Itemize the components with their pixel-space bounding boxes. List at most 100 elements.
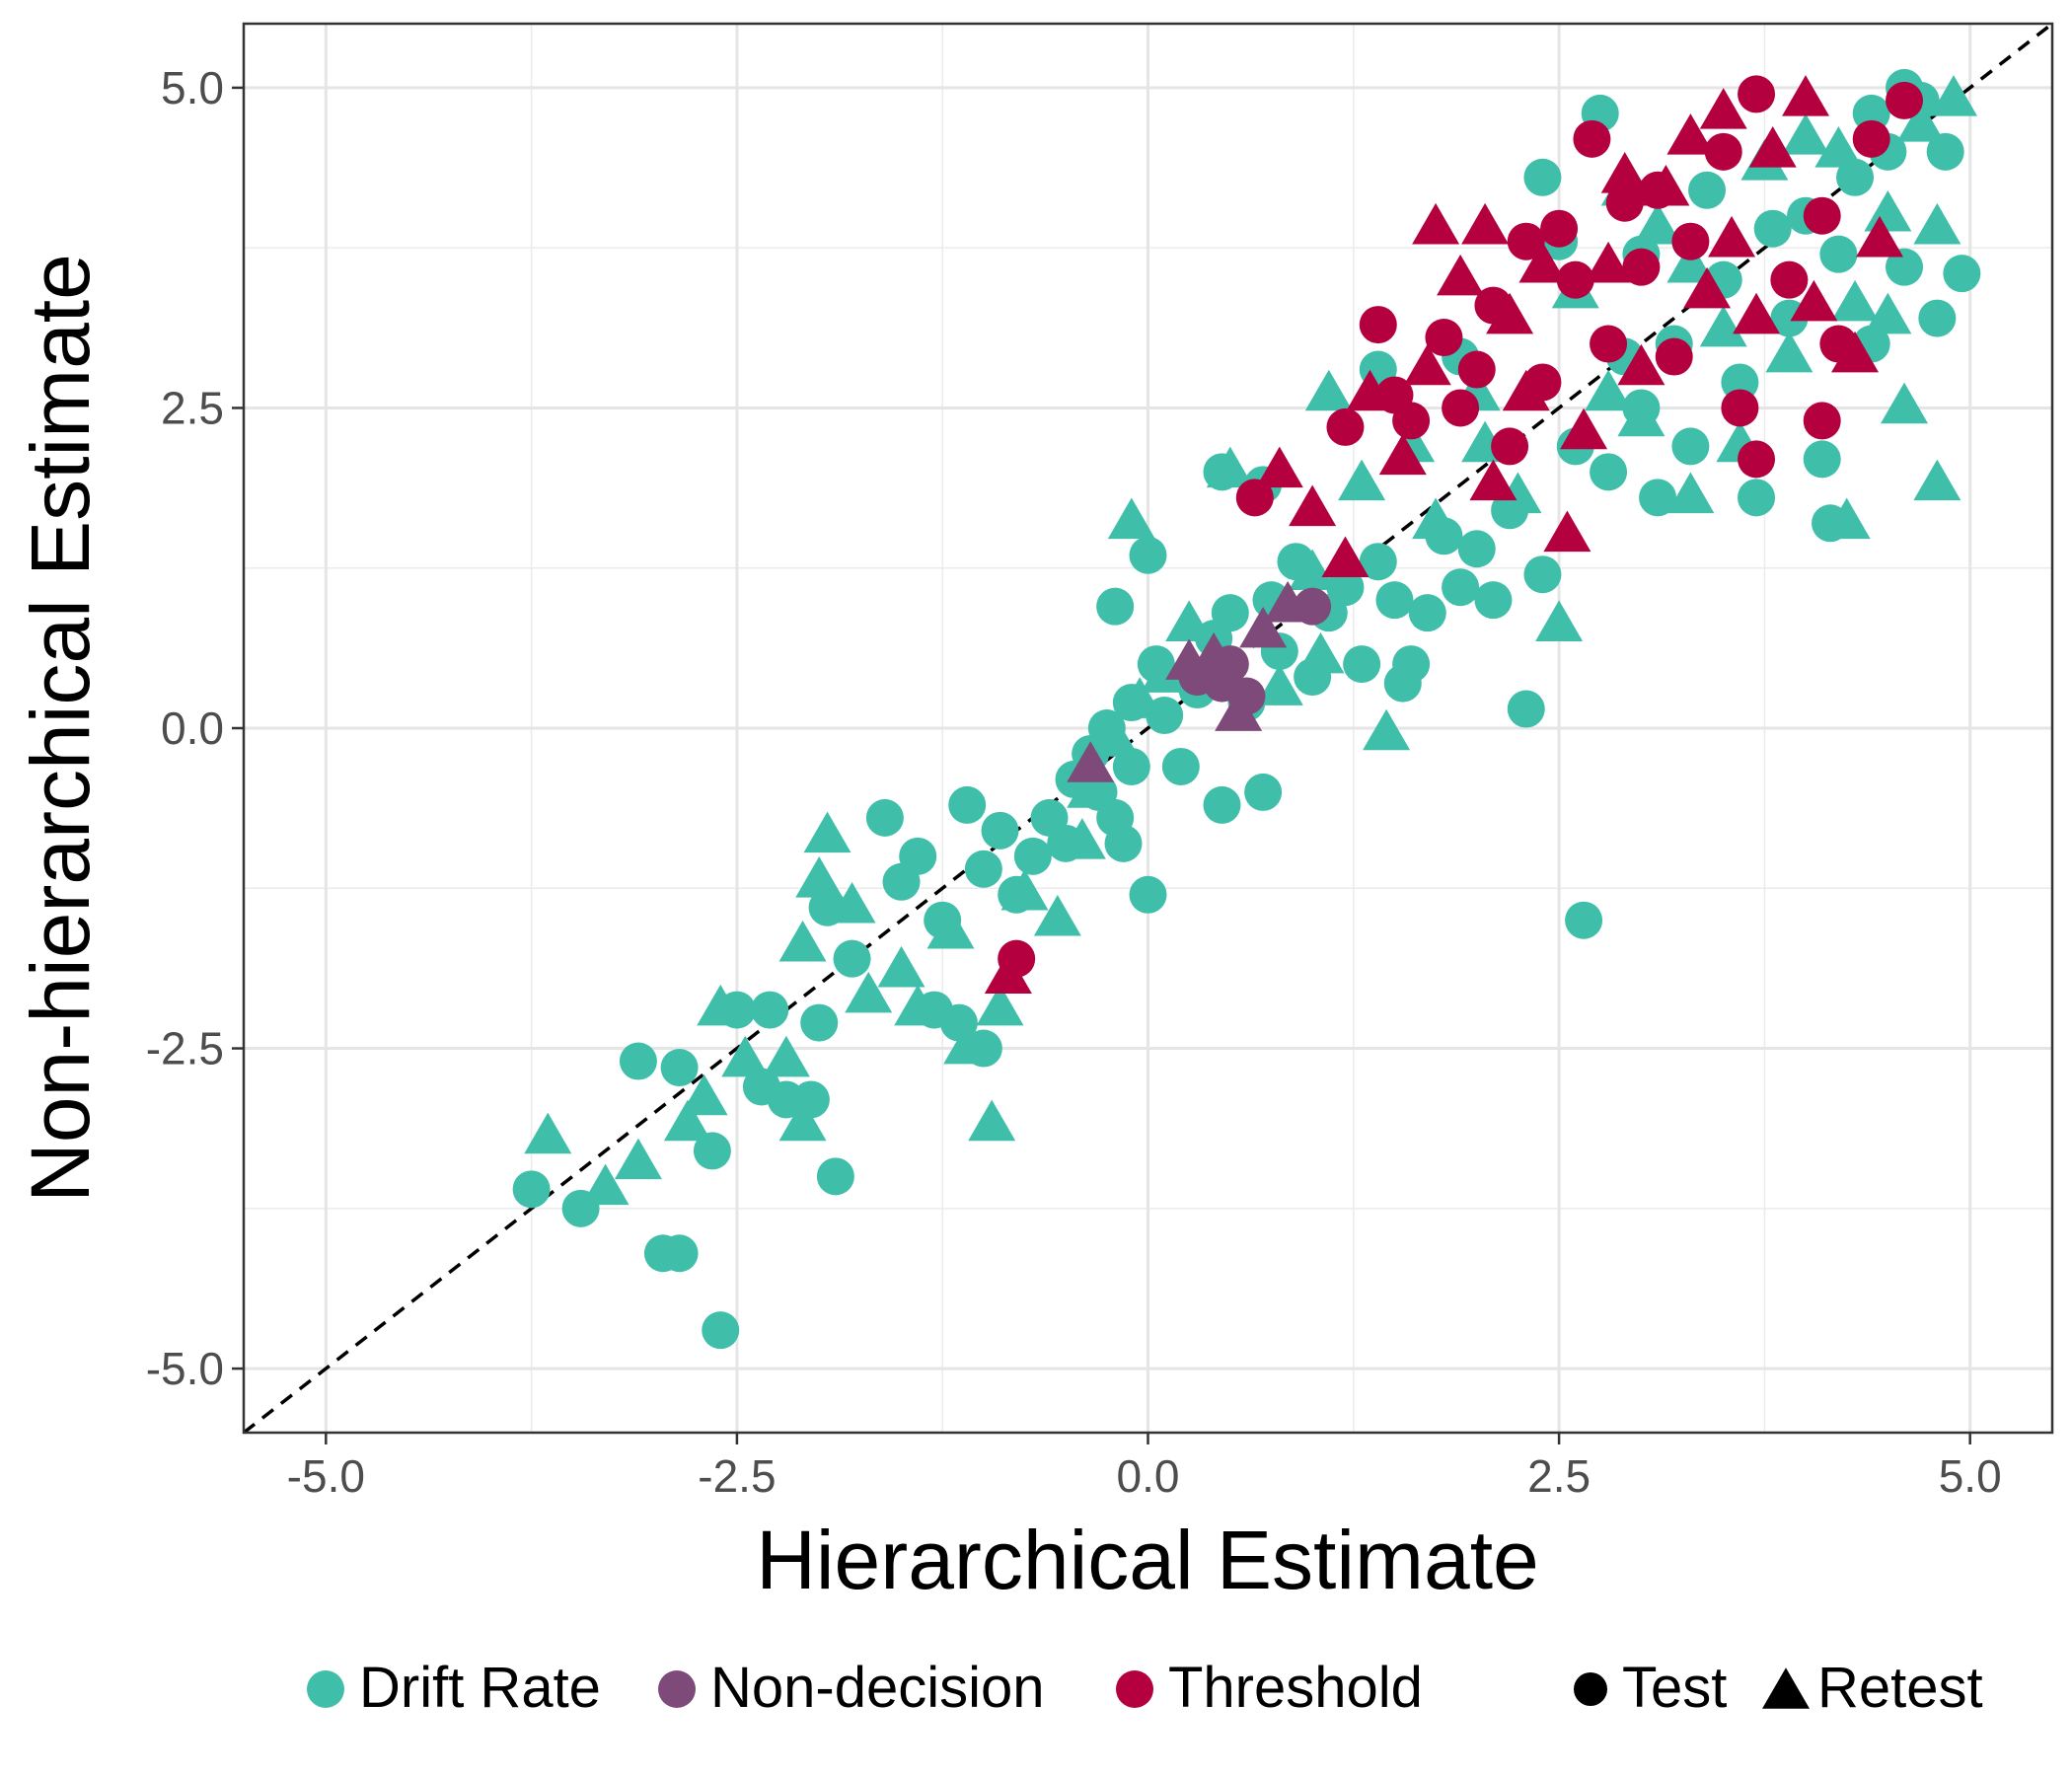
data-point — [1856, 215, 1904, 258]
data-point — [1239, 606, 1288, 648]
data-point — [1600, 152, 1649, 193]
data-point — [1523, 158, 1562, 196]
data-point — [968, 1099, 1016, 1142]
data-point — [1535, 600, 1584, 641]
data-point — [1642, 164, 1690, 206]
data-point — [845, 971, 893, 1013]
data-point — [1033, 894, 1081, 936]
data-point — [778, 1099, 827, 1142]
data-point — [1560, 407, 1608, 450]
data-point — [1058, 818, 1106, 859]
data-point — [1507, 222, 1545, 260]
data-point — [1264, 580, 1312, 623]
data-point — [1733, 292, 1781, 334]
data-point — [1359, 306, 1397, 344]
data-point — [1392, 402, 1431, 440]
data-point — [899, 837, 937, 875]
data-point — [1634, 202, 1682, 245]
data-point — [981, 811, 1019, 850]
data-point — [619, 1042, 657, 1080]
data-point — [1013, 837, 1052, 875]
data-point — [1852, 94, 1890, 132]
data-point — [1425, 319, 1463, 357]
data-point — [1671, 427, 1710, 466]
data-point — [1688, 171, 1727, 209]
data-point — [1289, 484, 1337, 527]
data-point — [833, 939, 871, 978]
data-point — [1346, 369, 1394, 411]
data-point — [1203, 785, 1241, 824]
data-point — [1573, 119, 1611, 158]
data-point — [1943, 255, 1981, 293]
legend-label: Non-decision — [710, 1656, 1045, 1720]
data-point — [1913, 202, 1961, 245]
data-point — [1864, 189, 1912, 232]
data-point — [1770, 260, 1809, 299]
data-point — [1803, 196, 1841, 235]
data-point — [1708, 215, 1756, 258]
legend-label: Test — [1622, 1656, 1727, 1720]
data-point — [1699, 88, 1747, 129]
data-point — [1507, 690, 1545, 728]
data-point — [1617, 343, 1665, 386]
data-point — [1523, 555, 1562, 594]
legend: Drift Rate Non-decision Threshold Test Retes… — [307, 1656, 1983, 1720]
data-point — [693, 1132, 731, 1170]
data-point — [1403, 343, 1451, 386]
data-point — [943, 1022, 992, 1065]
x-tick-label: 5.0 — [1939, 1450, 2002, 1502]
data-point — [1129, 875, 1167, 914]
data-point — [1383, 664, 1422, 703]
x-tick-label: 2.5 — [1527, 1450, 1591, 1502]
data-point — [1886, 81, 1924, 119]
data-point — [1803, 402, 1841, 440]
legend-key-retest — [1762, 1667, 1810, 1709]
data-point — [1494, 472, 1542, 514]
data-point — [1666, 472, 1715, 514]
data-point — [1321, 536, 1369, 578]
data-point — [1721, 389, 1759, 427]
data-point — [1067, 741, 1115, 782]
data-point — [1666, 241, 1715, 283]
data-point — [1930, 75, 1978, 116]
data-point — [751, 991, 789, 1029]
data-point — [1067, 767, 1115, 808]
data-point — [1765, 331, 1813, 373]
data-point — [1803, 440, 1841, 479]
data-point — [1585, 369, 1633, 411]
data-point — [660, 1049, 699, 1087]
data-point — [1461, 202, 1510, 245]
data-point — [1129, 536, 1167, 574]
data-point — [1116, 677, 1164, 718]
data-point — [1540, 209, 1579, 248]
data-point — [778, 920, 827, 962]
data-point — [1831, 279, 1880, 322]
data-point — [1671, 222, 1710, 260]
data-point — [1412, 497, 1460, 540]
data-point — [1326, 407, 1365, 446]
data-point — [1886, 248, 1924, 286]
data-point — [680, 1073, 728, 1116]
legend-label: Retest — [1817, 1656, 1983, 1720]
data-point — [1343, 645, 1381, 684]
data-point — [1000, 868, 1049, 911]
data-point — [1556, 260, 1594, 299]
data-point — [1655, 337, 1693, 376]
data-point — [1206, 446, 1254, 488]
data-point — [1585, 241, 1633, 283]
data-point — [1112, 747, 1150, 785]
data-point — [976, 984, 1024, 1026]
data-point — [1491, 427, 1529, 466]
x-tick-label: -5.0 — [287, 1450, 365, 1502]
y-tick-label: -2.5 — [146, 1023, 224, 1074]
data-point — [1831, 331, 1880, 373]
data-point — [1926, 132, 1964, 171]
legend-label: Threshold — [1168, 1656, 1423, 1720]
data-point — [1161, 747, 1200, 785]
data-point — [1639, 479, 1677, 517]
data-point — [926, 907, 975, 949]
data-point — [1096, 587, 1135, 626]
data-point — [1378, 433, 1427, 476]
data-point — [1814, 126, 1863, 168]
data-point — [1896, 101, 1945, 142]
